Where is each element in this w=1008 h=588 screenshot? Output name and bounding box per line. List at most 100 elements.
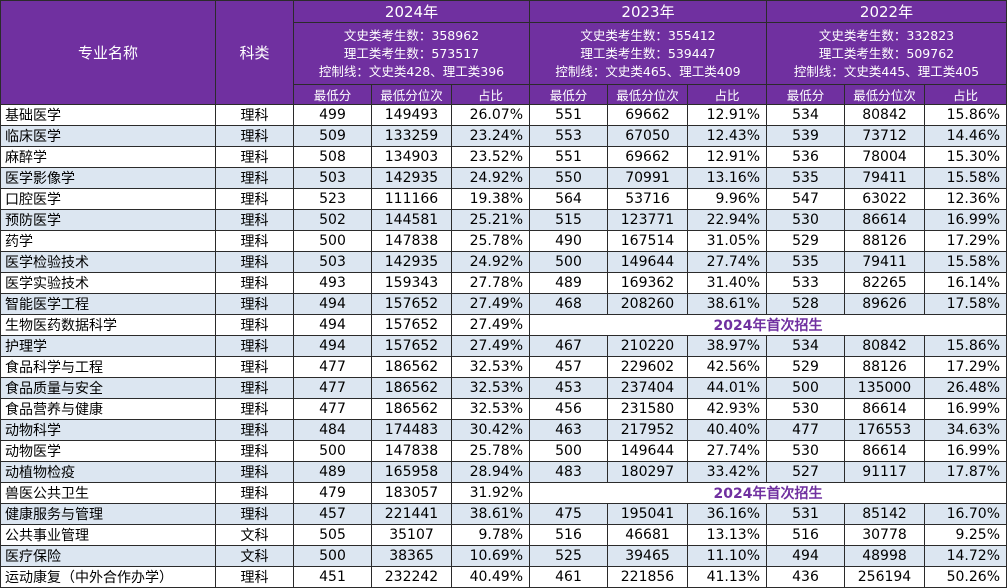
ratio-cell: 16.99%	[924, 398, 1007, 420]
ratio-cell: 34.63%	[924, 419, 1007, 441]
category-cell: 理科	[215, 188, 294, 210]
major-cell: 生物医药数据科学	[0, 314, 216, 336]
major-cell: 麻醉学	[0, 146, 216, 168]
min-score-cell: 500	[293, 440, 372, 462]
table-row: 动植物检疫 理科 489 165958 28.94% 483 180297 33.42% 527…	[0, 461, 1007, 483]
min-rank-cell: 144581	[371, 209, 452, 231]
ratio-cell: 9.25%	[924, 524, 1007, 546]
ratio-cell: 9.78%	[451, 524, 530, 546]
ratio-cell: 15.86%	[924, 335, 1007, 357]
min-rank-cell: 86614	[844, 209, 925, 231]
table-row: 健康服务与管理 理科 457 221441 38.61% 475 195041 36.16% 5…	[0, 503, 1007, 525]
min-rank-cell: 78004	[844, 146, 925, 168]
min-score-cell: 516	[529, 524, 608, 546]
min-score-cell: 494	[293, 314, 372, 336]
ratio-cell: 23.24%	[451, 125, 530, 147]
min-rank-cell: 147838	[371, 440, 452, 462]
min-score-cell: 529	[766, 356, 845, 378]
ratio-cell: 28.94%	[451, 461, 530, 483]
major-cell: 食品科学与工程	[0, 356, 216, 378]
table-row: 医学检验技术 理科 503 142935 24.92% 500 149644 27.74% 53…	[0, 251, 1007, 273]
ratio-cell: 16.99%	[924, 440, 1007, 462]
ratio-cell: 13.13%	[687, 524, 767, 546]
table-row: 公共事业管理 文科 505 35107 9.78% 516 46681 13.13% 516 30…	[0, 524, 1007, 546]
min-rank-cell: 85142	[844, 503, 925, 525]
min-rank-cell: 210220	[607, 335, 688, 357]
ratio-cell: 17.87%	[924, 461, 1007, 483]
min-score-cell: 467	[529, 335, 608, 357]
major-cell: 药学	[0, 230, 216, 252]
major-cell: 公共事业管理	[0, 524, 216, 546]
ratio-cell: 40.49%	[451, 566, 530, 588]
min-rank-cell: 123771	[607, 209, 688, 231]
major-cell: 食品质量与安全	[0, 377, 216, 399]
min-rank-cell: 46681	[607, 524, 688, 546]
table-row: 动物科学 理科 484 174483 30.42% 463 217952 40.40% 477 1…	[0, 419, 1007, 441]
table-row: 医学实验技术 理科 493 159343 27.78% 489 169362 31.40% 53…	[0, 272, 1007, 294]
min-rank-cell: 48998	[844, 545, 925, 567]
min-rank-cell: 79411	[844, 251, 925, 273]
min-score-cell: 530	[766, 209, 845, 231]
min-score-cell: 484	[293, 419, 372, 441]
min-rank-cell: 165958	[371, 461, 452, 483]
min-score-cell: 456	[529, 398, 608, 420]
ratio-cell: 25.21%	[451, 209, 530, 231]
min-score-cell: 489	[529, 272, 608, 294]
category-cell: 理科	[215, 335, 294, 357]
category-cell: 理科	[215, 356, 294, 378]
category-cell: 理科	[215, 209, 294, 231]
table-row: 食品科学与工程 理科 477 186562 32.53% 457 229602 42.56% 5…	[0, 356, 1007, 378]
min-score-cell: 500	[529, 440, 608, 462]
min-rank-cell: 133259	[371, 125, 452, 147]
min-score-cell: 530	[766, 440, 845, 462]
min-rank-cell: 80842	[844, 335, 925, 357]
ratio-cell: 42.93%	[687, 398, 767, 420]
ratio-cell: 15.30%	[924, 146, 1007, 168]
min-rank-cell: 147838	[371, 230, 452, 252]
first-recruit-note: 2024年首次招生	[529, 482, 1007, 504]
ratio-cell: 23.52%	[451, 146, 530, 168]
min-score-cell: 500	[766, 377, 845, 399]
min-rank-header: 最低分位次	[607, 84, 688, 105]
min-score-cell: 534	[766, 335, 845, 357]
min-score-cell: 457	[529, 356, 608, 378]
ratio-cell: 24.92%	[451, 167, 530, 189]
min-score-cell: 529	[766, 230, 845, 252]
min-rank-cell: 221441	[371, 503, 452, 525]
ratio-cell: 14.46%	[924, 125, 1007, 147]
ratio-cell: 27.49%	[451, 293, 530, 315]
ratio-cell: 42.56%	[687, 356, 767, 378]
ratio-cell: 12.36%	[924, 188, 1007, 210]
min-score-cell: 477	[293, 356, 372, 378]
min-rank-cell: 73712	[844, 125, 925, 147]
table-row: 口腔医学 理科 523 111166 19.38% 564 53716 9.96% 547 630…	[0, 188, 1007, 210]
major-header: 专业名称	[0, 0, 216, 105]
ratio-cell: 22.94%	[687, 209, 767, 231]
major-cell: 医学检验技术	[0, 251, 216, 273]
min-rank-cell: 142935	[371, 167, 452, 189]
min-score-cell: 525	[529, 545, 608, 567]
min-score-cell: 451	[293, 566, 372, 588]
min-score-cell: 523	[293, 188, 372, 210]
ratio-cell: 16.70%	[924, 503, 1007, 525]
ratio-cell: 33.42%	[687, 461, 767, 483]
table-row: 预防医学 理科 502 144581 25.21% 515 123771 22.94% 530 8…	[0, 209, 1007, 231]
min-score-cell: 564	[529, 188, 608, 210]
min-rank-cell: 186562	[371, 377, 452, 399]
table-row: 生物医药数据科学 理科 494 157652 27.49% 2024年首次招生	[0, 314, 1007, 336]
ratio-cell: 31.92%	[451, 482, 530, 504]
min-score-cell: 483	[529, 461, 608, 483]
min-rank-cell: 53716	[607, 188, 688, 210]
min-rank-cell: 88126	[844, 356, 925, 378]
min-rank-cell: 157652	[371, 293, 452, 315]
control-line: 控制线：文史类465、理工类409	[555, 63, 741, 79]
min-score-cell: 530	[766, 398, 845, 420]
min-score-cell: 494	[293, 293, 372, 315]
category-cell: 理科	[215, 230, 294, 252]
ratio-header: 占比	[687, 84, 767, 105]
ratio-cell: 31.05%	[687, 230, 767, 252]
category-cell: 理科	[215, 167, 294, 189]
category-cell: 文科	[215, 545, 294, 567]
ratio-cell: 31.40%	[687, 272, 767, 294]
